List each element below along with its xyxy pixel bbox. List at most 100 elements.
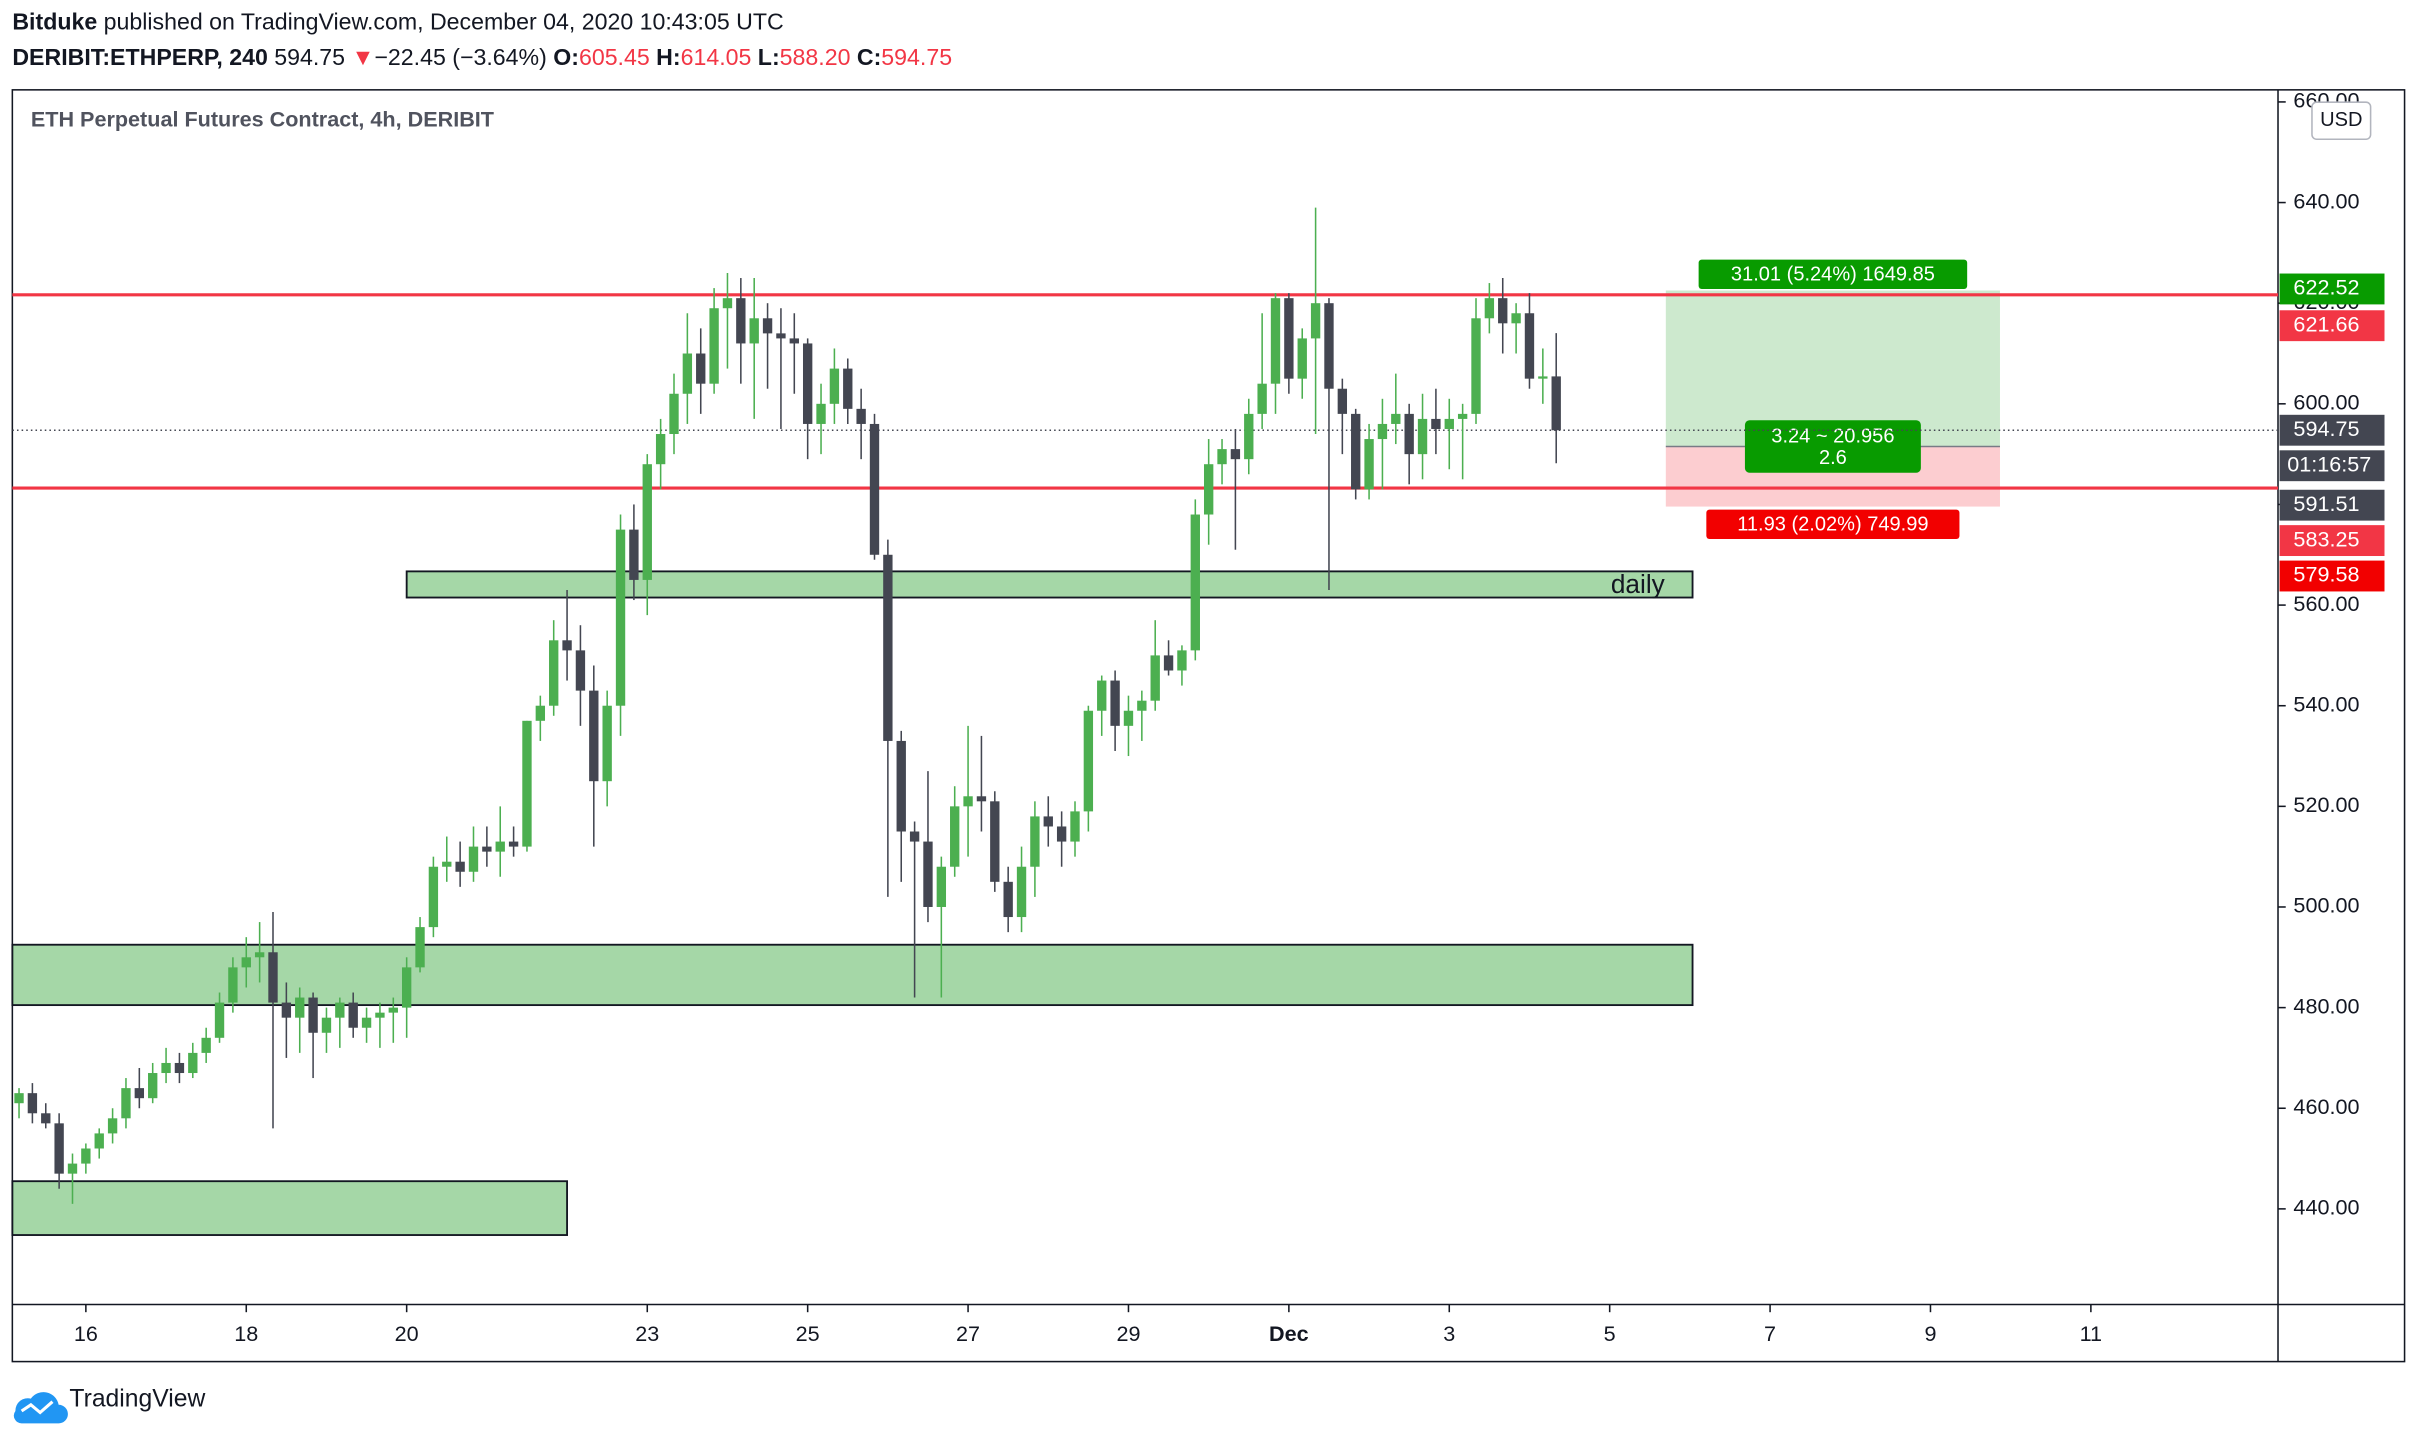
- candle-body: [348, 1002, 358, 1028]
- candle-body: [642, 464, 652, 580]
- price-tag-label: 622.52: [2293, 275, 2359, 300]
- x-tick-label: 29: [1116, 1321, 1140, 1346]
- candle-body: [121, 1088, 131, 1119]
- candle-body: [709, 308, 719, 384]
- countdown-box: [2279, 450, 2385, 482]
- l: 588.20: [780, 44, 851, 70]
- x-tick-label: 20: [395, 1321, 419, 1346]
- price-tag-label: 594.75: [2293, 416, 2359, 441]
- zone-label: daily: [1611, 569, 1666, 599]
- candle-body: [321, 1017, 332, 1033]
- candle-body: [1524, 313, 1535, 379]
- candle-body: [361, 1017, 372, 1028]
- candle-body: [1498, 298, 1508, 324]
- candle-body: [615, 529, 626, 706]
- c: 594.75: [881, 44, 952, 70]
- candle-body: [843, 368, 853, 409]
- y-tick-label: 640.00: [2293, 188, 2359, 213]
- candle-body: [696, 353, 706, 384]
- candle-body: [1551, 376, 1561, 431]
- candle-body: [308, 997, 318, 1033]
- target-label: 31.01 (5.24%) 1649.85: [1731, 263, 1935, 285]
- candle-body: [1043, 816, 1053, 827]
- candle-body: [254, 952, 265, 958]
- candle-body: [682, 353, 693, 394]
- x-tick-label: 25: [796, 1321, 820, 1346]
- candle-body: [1244, 413, 1254, 460]
- price-tag: [2279, 560, 2385, 592]
- last: 594.75: [274, 44, 345, 70]
- candle-body: [1177, 650, 1187, 671]
- price-tag: [2279, 273, 2385, 305]
- y-tick-label: 460.00: [2293, 1094, 2359, 1119]
- candle-body: [936, 866, 947, 907]
- candle-body: [428, 866, 439, 928]
- candle-body: [295, 997, 305, 1018]
- candle-body: [923, 841, 933, 907]
- price-tag-label: 583.25: [2293, 526, 2359, 551]
- candle-body: [1270, 298, 1281, 384]
- candle-body: [27, 1093, 38, 1114]
- candle-body: [174, 1062, 185, 1074]
- candle-body: [1538, 376, 1548, 379]
- price-tag-label: 621.66: [2293, 311, 2359, 336]
- candle-body: [1110, 680, 1120, 726]
- y-tick-label: 560.00: [2293, 591, 2359, 616]
- candle-body: [1190, 514, 1200, 651]
- candle-body: [535, 705, 546, 721]
- candle-body: [442, 861, 452, 867]
- ratio: 2.6: [1819, 447, 1847, 469]
- x-tick-label: 9: [1924, 1321, 1936, 1346]
- candle-body: [401, 967, 412, 1008]
- price-tag: [2279, 310, 2385, 342]
- candle-body: [629, 529, 639, 580]
- candle-body: [14, 1093, 24, 1104]
- x-tick-label: 18: [234, 1321, 258, 1346]
- candle-body: [268, 952, 278, 1003]
- ratio-pill: [1744, 420, 1921, 473]
- candle-body: [1364, 439, 1374, 490]
- y-tick-label: 600.00: [2293, 390, 2359, 415]
- ratio-label: 3.24 ~ 20.956: [1771, 426, 1894, 448]
- chart-frame: [11, 89, 2406, 1363]
- candle-body: [869, 423, 880, 555]
- candle-body: [107, 1118, 118, 1134]
- candle-body: [1150, 655, 1160, 701]
- candle-body: [1083, 710, 1094, 812]
- candle-body: [976, 796, 987, 802]
- published: published on TradingView.com, December 0…: [104, 9, 784, 35]
- candle-body: [241, 957, 251, 968]
- y-tick-label: 480.00: [2293, 993, 2359, 1018]
- arrow: ▼: [351, 44, 374, 70]
- candle-body: [602, 705, 612, 782]
- target-pill: [1698, 259, 1968, 289]
- x-tick-label: 5: [1604, 1321, 1616, 1346]
- countdown: 01:16:57: [2287, 451, 2371, 476]
- candle-body: [669, 393, 679, 435]
- y-tick-label: 520.00: [2293, 792, 2359, 817]
- candle-body: [188, 1052, 198, 1074]
- candle-body: [749, 318, 759, 344]
- price-tag: [2279, 489, 2385, 521]
- currency-box[interactable]: [2311, 101, 2372, 141]
- y-tick-label: 540.00: [2293, 691, 2359, 716]
- candle-body: [1137, 700, 1147, 711]
- candle-body: [816, 403, 826, 424]
- candle-body: [1444, 418, 1454, 429]
- candle-body: [1391, 413, 1401, 424]
- c-label: C:: [857, 44, 881, 70]
- candle-body: [388, 1007, 398, 1013]
- candle-body: [1030, 816, 1040, 867]
- candle-body: [802, 343, 813, 424]
- candle-body: [549, 640, 559, 706]
- candle-body: [335, 1002, 345, 1018]
- price-tag-label: 591.51: [2293, 491, 2359, 516]
- candle-body: [134, 1088, 145, 1099]
- candle-body: [1484, 298, 1495, 319]
- x-tick-label: 7: [1764, 1321, 1776, 1346]
- candle-body: [655, 434, 666, 465]
- candle-body: [54, 1123, 64, 1174]
- price-tag: [2279, 414, 2385, 446]
- candle-body: [1284, 298, 1294, 379]
- x-tick-label: Dec: [1269, 1321, 1309, 1346]
